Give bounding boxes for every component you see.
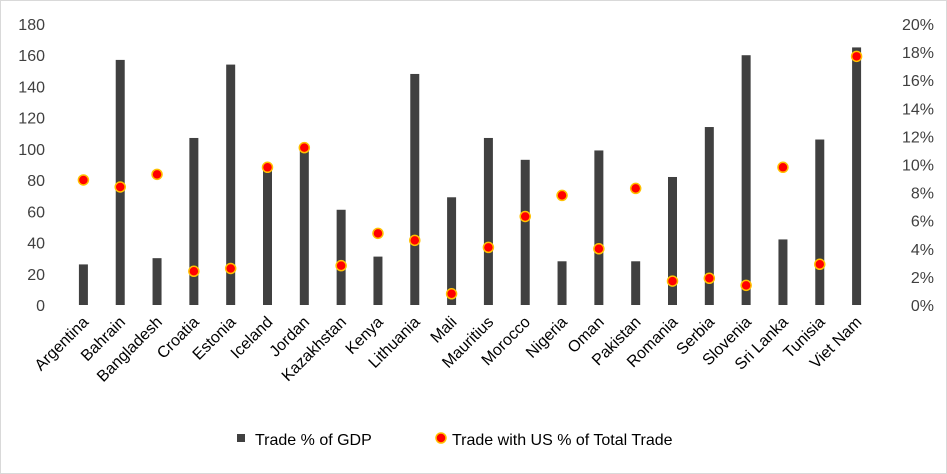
right-tick-label: 20% xyxy=(902,17,934,34)
right-tick-label: 0% xyxy=(911,298,934,315)
marker-point xyxy=(445,288,458,300)
left-tick-label: 160 xyxy=(18,48,45,65)
category-label: Argentina xyxy=(32,314,93,375)
bar xyxy=(78,264,88,305)
bar xyxy=(226,64,236,305)
bar xyxy=(336,209,346,305)
bar xyxy=(557,261,567,305)
marker-point xyxy=(593,243,605,255)
legend-bar-label: Trade % of GDP xyxy=(255,432,372,449)
marker-point xyxy=(777,161,789,174)
left-tick-label: 180 xyxy=(18,17,45,34)
bar xyxy=(483,137,493,305)
bar xyxy=(263,167,272,305)
legend: Trade % of GDP Trade with US % of Total … xyxy=(237,432,673,449)
bar xyxy=(852,47,862,306)
bar xyxy=(815,139,825,305)
marker-series xyxy=(77,50,863,300)
right-tick-label: 18% xyxy=(902,45,934,62)
marker-point xyxy=(850,50,863,63)
marker-point xyxy=(77,174,90,186)
marker-point xyxy=(335,259,347,272)
bar xyxy=(447,197,457,305)
left-tick-label: 40 xyxy=(27,236,45,253)
bar xyxy=(704,127,714,306)
marker-point xyxy=(224,262,237,275)
bar xyxy=(594,150,604,305)
bar xyxy=(631,261,641,305)
marker-point xyxy=(666,275,679,287)
left-tick-label: 140 xyxy=(18,79,45,96)
legend-marker-label: Trade with US % of Total Trade xyxy=(452,432,673,449)
bar xyxy=(152,258,162,305)
right-tick-label: 8% xyxy=(911,186,934,203)
marker-point xyxy=(151,168,163,181)
legend-bar-swatch xyxy=(237,434,245,442)
bar-series xyxy=(78,47,862,306)
marker-point xyxy=(740,279,752,292)
marker-point xyxy=(114,181,126,193)
marker-point xyxy=(482,241,495,254)
marker-point xyxy=(556,189,568,202)
bar xyxy=(373,256,383,305)
marker-point xyxy=(261,161,274,174)
category-label: Iceland xyxy=(228,314,277,363)
category-label: Nigeria xyxy=(523,314,571,362)
marker-point xyxy=(629,182,642,195)
marker-point xyxy=(372,227,384,240)
right-tick-label: 2% xyxy=(911,270,934,287)
right-tick-label: 14% xyxy=(902,101,934,118)
left-axis: 0 20 40 60 80 100 120 140 160 180 xyxy=(18,17,45,315)
right-tick-label: 12% xyxy=(902,129,934,146)
bar xyxy=(668,176,677,305)
left-tick-label: 100 xyxy=(18,142,45,159)
bar xyxy=(410,73,420,305)
category-label: Mali xyxy=(428,314,461,347)
category-labels: ArgentinaBahrainBangladeshCroatiaEstonia… xyxy=(32,314,866,386)
left-tick-label: 80 xyxy=(27,173,45,190)
right-tick-label: 10% xyxy=(902,158,934,175)
bar xyxy=(189,137,199,305)
bar xyxy=(778,239,788,305)
bar xyxy=(299,147,309,305)
right-tick-label: 4% xyxy=(911,242,934,259)
marker-point xyxy=(409,234,421,247)
bar xyxy=(741,55,751,305)
left-tick-label: 0 xyxy=(36,298,45,315)
left-tick-label: 20 xyxy=(27,267,45,284)
marker-point xyxy=(519,210,531,223)
bar xyxy=(520,159,530,305)
right-tick-label: 16% xyxy=(902,73,934,90)
marker-point xyxy=(703,272,716,285)
marker-point xyxy=(814,258,826,271)
marker-point xyxy=(188,265,200,278)
right-tick-label: 6% xyxy=(911,214,934,231)
right-axis: 0% 2% 4% 6% 8% 10% 12% 14% 16% 18% 20% xyxy=(902,17,934,315)
left-tick-label: 60 xyxy=(27,204,45,221)
left-tick-label: 120 xyxy=(18,111,45,128)
legend-marker-swatch xyxy=(435,432,447,444)
marker-point xyxy=(298,141,311,154)
